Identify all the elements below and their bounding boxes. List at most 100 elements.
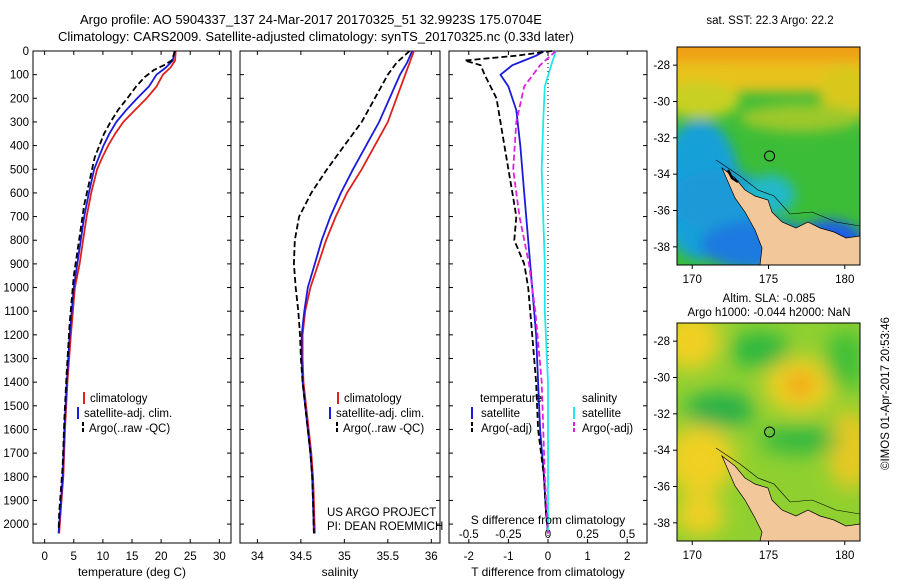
map-x-tick-label: 175 xyxy=(759,274,778,286)
map-y-tick-label: -34 xyxy=(653,445,670,457)
x-tick-label: 2 xyxy=(624,551,630,563)
sla-isobath xyxy=(715,447,860,515)
map-y-tick-label: -36 xyxy=(653,482,670,494)
map-y-tick-label: -38 xyxy=(653,518,670,530)
legend-t-argo: Argo(-adj) xyxy=(481,423,532,435)
map-y-tick-label: -36 xyxy=(653,206,670,218)
y-tick-label: 1200 xyxy=(3,330,29,342)
sla-ticks: 170 175 180 -28 -30 -32 -34 -36 -38 xyxy=(653,336,854,562)
x-tick-label: 0 xyxy=(545,551,551,563)
y-tick-label: 1700 xyxy=(3,448,29,460)
sst-land xyxy=(721,166,860,265)
sst-field xyxy=(677,47,860,265)
salinity-ticks: 34 34.5 35 35.5 36 xyxy=(240,50,440,563)
legend-t-satellite: satellite xyxy=(481,408,520,420)
map-y-tick-label: -32 xyxy=(653,133,670,145)
difference-top-label: S difference from climatology xyxy=(471,513,626,527)
y-tick-label: 2000 xyxy=(3,519,29,531)
difference-panel: -2 -1 0 1 2 -0.5 -0.25 0 0.25 0.5 T difference fr… xyxy=(448,50,648,579)
difference-ticks: -2 -1 0 1 2 -0.5 -0.25 0 0.25 0.5 xyxy=(449,50,647,563)
y-tick-label: 1300 xyxy=(3,354,29,366)
salinity-axes xyxy=(239,50,441,544)
sla-map-title-line1: Altim. SLA: -0.085 xyxy=(723,293,816,305)
y-tick-label: 1900 xyxy=(3,495,29,507)
sla-map: Altim. SLA: -0.085 Argo h1000: -0.044 h2… xyxy=(653,293,861,562)
x-tick-label: 35.5 xyxy=(377,551,399,563)
x-tick-label: 25 xyxy=(184,551,197,563)
map-x-tick-label: 180 xyxy=(835,550,854,562)
map-y-tick-label: -38 xyxy=(653,242,670,254)
salinity-lines xyxy=(292,50,415,534)
s-tick-label: 0.5 xyxy=(619,529,635,541)
temperature-legend: climatology satellite-adj. clim. Argo(..… xyxy=(77,392,172,435)
series-line-3 xyxy=(512,50,557,534)
x-tick-label: 10 xyxy=(96,551,109,563)
difference-xlabel: T difference from climatology xyxy=(471,565,625,579)
x-tick-label: 20 xyxy=(155,551,168,563)
legend-argo: Argo(..raw -QC) xyxy=(343,423,424,435)
x-tick-label: 36 xyxy=(425,551,438,563)
x-tick-label: 1 xyxy=(584,551,590,563)
project-line2: PI: DEAN ROEMMICH xyxy=(327,521,443,533)
x-tick-label: 5 xyxy=(71,551,77,563)
series-line-2 xyxy=(292,50,411,534)
x-tick-label: 34 xyxy=(251,551,264,563)
y-tick-label: 200 xyxy=(10,93,29,105)
map-y-tick-label: -30 xyxy=(653,373,670,385)
map-x-tick-label: 170 xyxy=(683,550,702,562)
s-tick-label: -0.25 xyxy=(495,529,521,541)
sst-map-title: sat. SST: 22.3 Argo: 22.2 xyxy=(706,15,833,27)
y-tick-label: 1500 xyxy=(3,401,29,413)
series-line-0 xyxy=(499,50,549,534)
y-tick-label: 600 xyxy=(10,188,29,200)
x-tick-label: 15 xyxy=(126,551,139,563)
s-tick-label: 0 xyxy=(545,529,551,541)
x-tick-label: 34.5 xyxy=(290,551,312,563)
temperature-lines xyxy=(57,50,177,534)
map-y-tick-label: -32 xyxy=(653,409,670,421)
project-line1: US ARGO PROJECT xyxy=(327,507,436,519)
legend-argo: Argo(..raw -QC) xyxy=(89,423,170,435)
y-tick-label: 400 xyxy=(10,141,29,153)
sla-map-title-line2: Argo h1000: -0.044 h2000: NaN xyxy=(687,307,850,319)
x-tick-label: 0 xyxy=(41,551,47,563)
sst-isobath xyxy=(715,159,860,227)
temperature-axes xyxy=(32,50,232,544)
sst-cluster xyxy=(726,169,739,184)
sla-land xyxy=(721,454,860,541)
x-tick-label: -2 xyxy=(464,551,474,563)
salinity-xlabel: salinity xyxy=(322,565,359,579)
map-x-tick-label: 170 xyxy=(683,274,702,286)
sst-ticks: 170 175 180 -28 -30 -32 -34 -36 -38 xyxy=(653,60,854,286)
legend-temperature-title: temperature xyxy=(480,393,542,405)
credit-text: ©IMOS 01-Apr-2017 20:53:46 xyxy=(880,317,892,470)
x-tick-label: 35 xyxy=(338,551,351,563)
y-tick-label: 500 xyxy=(10,164,29,176)
legend-climatology: climatology xyxy=(344,393,402,405)
y-tick-label: 300 xyxy=(10,117,29,129)
y-tick-label: 100 xyxy=(10,70,29,82)
s-tick-label: 0.25 xyxy=(576,529,598,541)
legend-climatology: climatology xyxy=(90,393,148,405)
map-y-tick-label: -34 xyxy=(653,169,670,181)
legend-s-argo: Argo(-adj) xyxy=(582,423,633,435)
map-y-tick-label: -28 xyxy=(653,60,670,72)
salinity-legend: climatology satellite-adj. clim. Argo(..… xyxy=(329,392,424,435)
legend-salinity-title: salinity xyxy=(582,393,617,405)
legend-satellite: satellite-adj. clim. xyxy=(84,408,172,420)
sla-field xyxy=(677,323,860,541)
x-tick-label: -1 xyxy=(503,551,513,563)
temperature-xlabel: temperature (deg C) xyxy=(78,565,186,579)
y-tick-label: 1400 xyxy=(3,377,29,389)
sst-map: sat. SST: 22.3 Argo: 22.2 170 175 180 -28 -3… xyxy=(653,15,861,286)
difference-lines xyxy=(463,50,557,534)
series-line-1 xyxy=(463,50,553,534)
legend-s-satellite: satellite xyxy=(582,408,621,420)
y-tick-label: 700 xyxy=(10,212,29,224)
sla-float-marker xyxy=(764,426,776,438)
sst-float-marker xyxy=(764,150,776,162)
legend-satellite: satellite-adj. clim. xyxy=(336,408,424,420)
y-tick-label: 1000 xyxy=(3,283,29,295)
y-tick-label: 800 xyxy=(10,235,29,247)
